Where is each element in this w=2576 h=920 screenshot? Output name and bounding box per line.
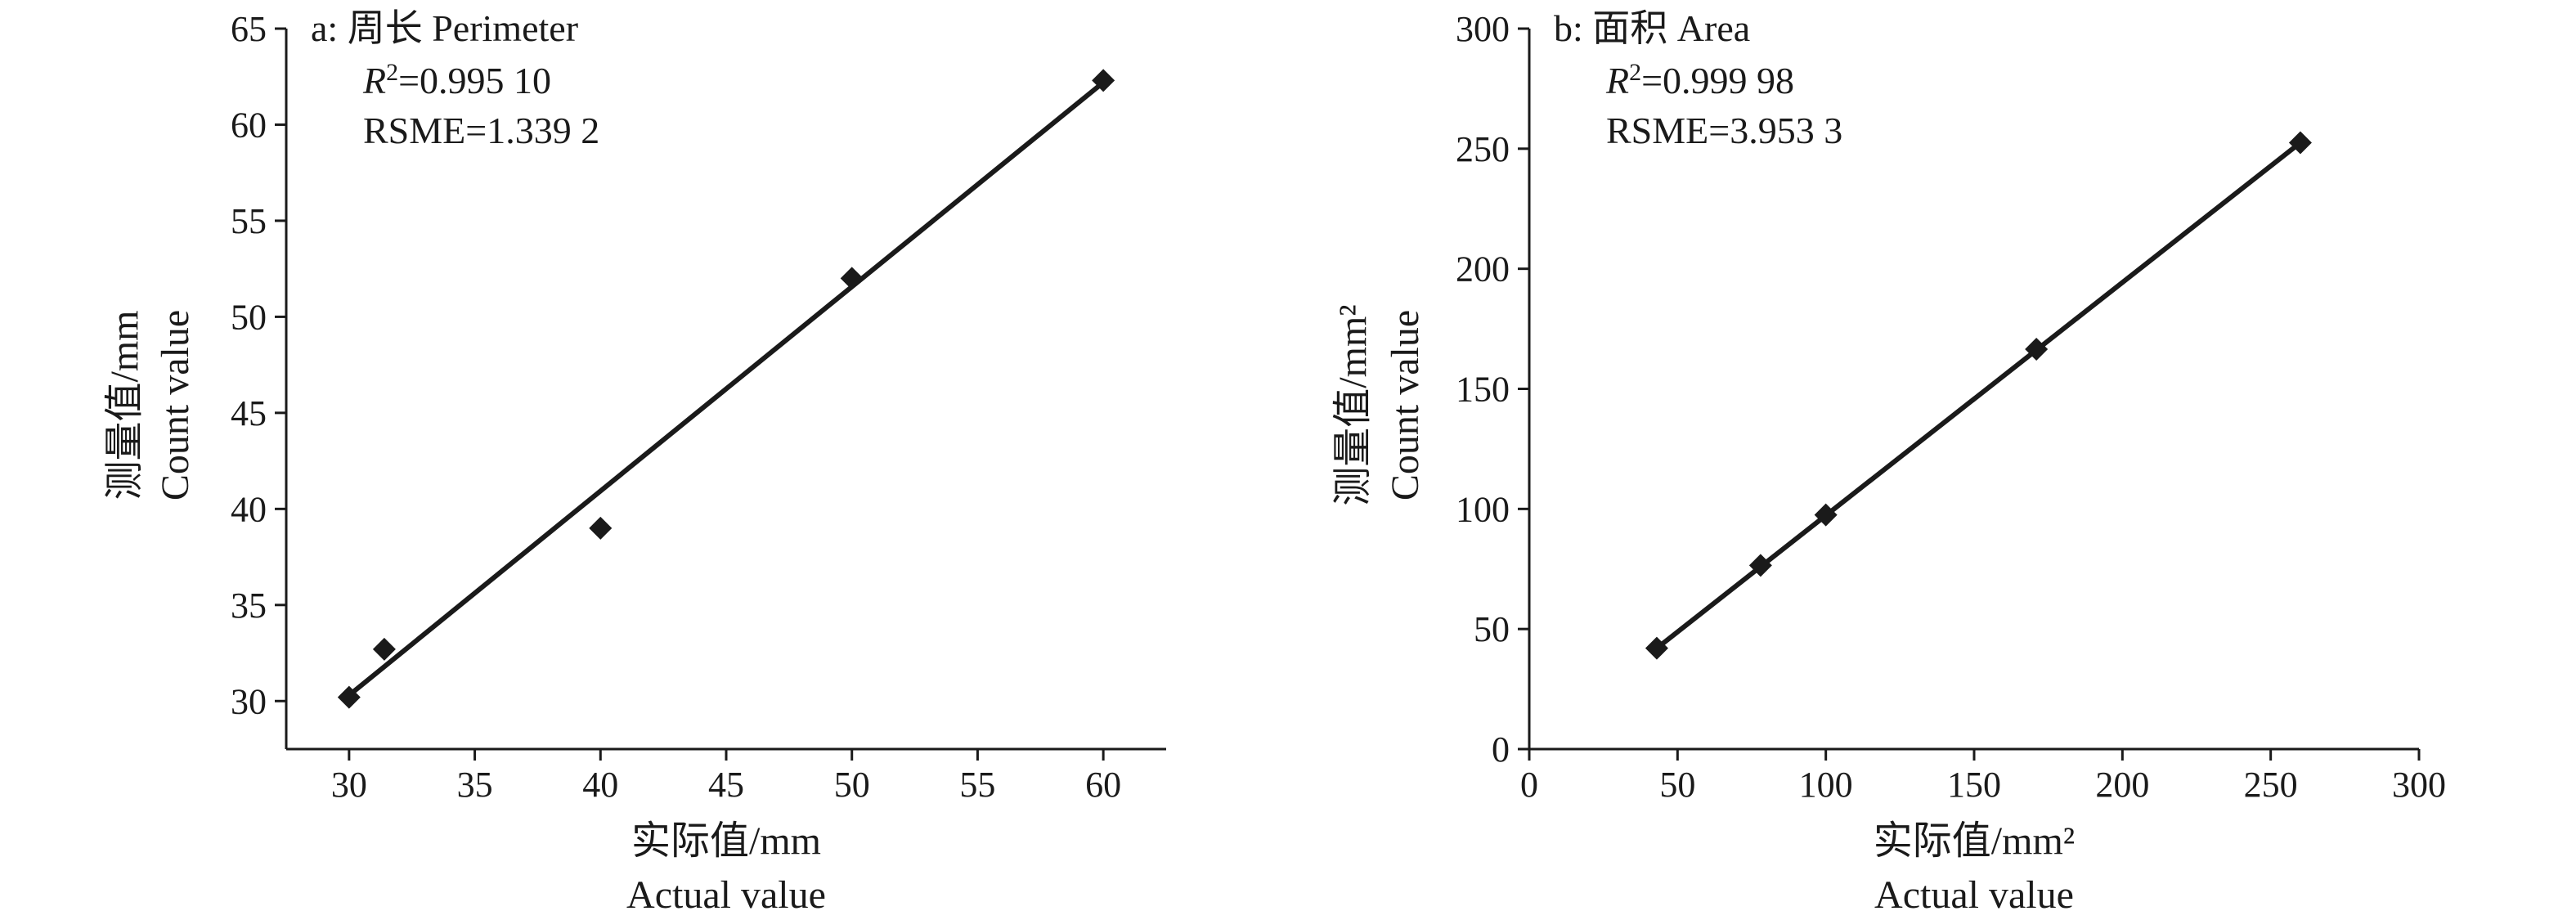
x-axis-title-en: Actual value (1874, 873, 2074, 916)
y-tick-label: 35 (231, 586, 267, 626)
y-axis-title-en: Count value (1384, 310, 1427, 500)
y-tick-label: 200 (1456, 249, 1510, 289)
panel-title: a: 周长 Perimeter (311, 7, 578, 49)
y-tick-label: 40 (231, 489, 267, 529)
data-point (1748, 554, 1772, 577)
y-tick-label: 60 (231, 105, 267, 145)
x-tick-label: 60 (1085, 765, 1121, 805)
r-squared-value: =0.995 10 (398, 60, 551, 101)
panel-title: b: 面积 Area (1554, 7, 1750, 49)
data-point (840, 267, 864, 290)
data-point (337, 685, 361, 709)
y-tick-label: 65 (231, 9, 267, 49)
data-point (1092, 69, 1115, 92)
r-symbol: R (362, 60, 386, 101)
y-tick-label: 100 (1456, 489, 1510, 529)
y-tick-label: 55 (231, 201, 267, 241)
data-point (1645, 636, 1668, 660)
x-axis-title-cn: 实际值/mm² (1874, 819, 2075, 863)
x-tick-label: 200 (2095, 765, 2149, 805)
x-tick-label: 50 (1659, 765, 1695, 805)
data-point (372, 637, 396, 661)
r-squared-annotation: R2=0.995 10 (362, 59, 551, 101)
r-exponent: 2 (1629, 59, 1641, 86)
rmse-annotation: RSME=3.953 3 (1606, 110, 1842, 151)
x-tick-label: 40 (582, 765, 618, 805)
data-point (2025, 338, 2049, 361)
chart-panel-0: 30 35 40 45 50 55 60 30 35 40 45 50 55 60 65 a: 周长 Peri… (103, 7, 1166, 917)
r-squared-annotation: R2=0.999 98 (1605, 59, 1794, 101)
y-tick-label: 250 (1456, 129, 1510, 169)
data-point (1814, 503, 1838, 527)
y-axis-title-cn: 测量值/mm (103, 310, 146, 500)
r-exponent: 2 (386, 59, 398, 86)
y-tick-label: 30 (231, 681, 267, 721)
data-point (2288, 131, 2312, 155)
x-tick-label: 50 (834, 765, 870, 805)
r-squared-value: =0.999 98 (1641, 60, 1794, 101)
x-tick-label: 250 (2244, 765, 2298, 805)
x-axis-title-en: Actual value (626, 873, 826, 916)
y-tick-label: 0 (1492, 729, 1510, 770)
x-tick-label: 150 (1947, 765, 2001, 805)
x-axis-title-cn: 实际值/mm (631, 819, 821, 863)
chart-panel-1: 0 50 100 150 200 250 300 0 50 100 150 200 250 300 b: 面… (1331, 7, 2446, 917)
y-tick-label: 50 (1474, 609, 1510, 649)
fit-line (347, 80, 1106, 698)
y-tick-label: 45 (231, 393, 267, 433)
r-symbol: R (1605, 60, 1629, 101)
y-axis-title-en: Count value (154, 310, 197, 500)
y-axis-title-cn: 测量值/mm² (1331, 304, 1375, 505)
data-point (589, 516, 613, 540)
x-tick-label: 45 (708, 765, 744, 805)
x-tick-label: 100 (1799, 765, 1853, 805)
x-tick-label: 0 (1520, 765, 1538, 805)
y-tick-label: 300 (1456, 9, 1510, 49)
rmse-annotation: RSME=1.339 2 (363, 110, 599, 151)
x-tick-label: 30 (331, 765, 367, 805)
x-tick-label: 35 (457, 765, 493, 805)
x-tick-label: 300 (2392, 765, 2446, 805)
fit-line (1655, 141, 2302, 651)
y-tick-label: 150 (1456, 370, 1510, 410)
y-tick-label: 50 (231, 297, 267, 337)
x-tick-label: 55 (959, 765, 995, 805)
